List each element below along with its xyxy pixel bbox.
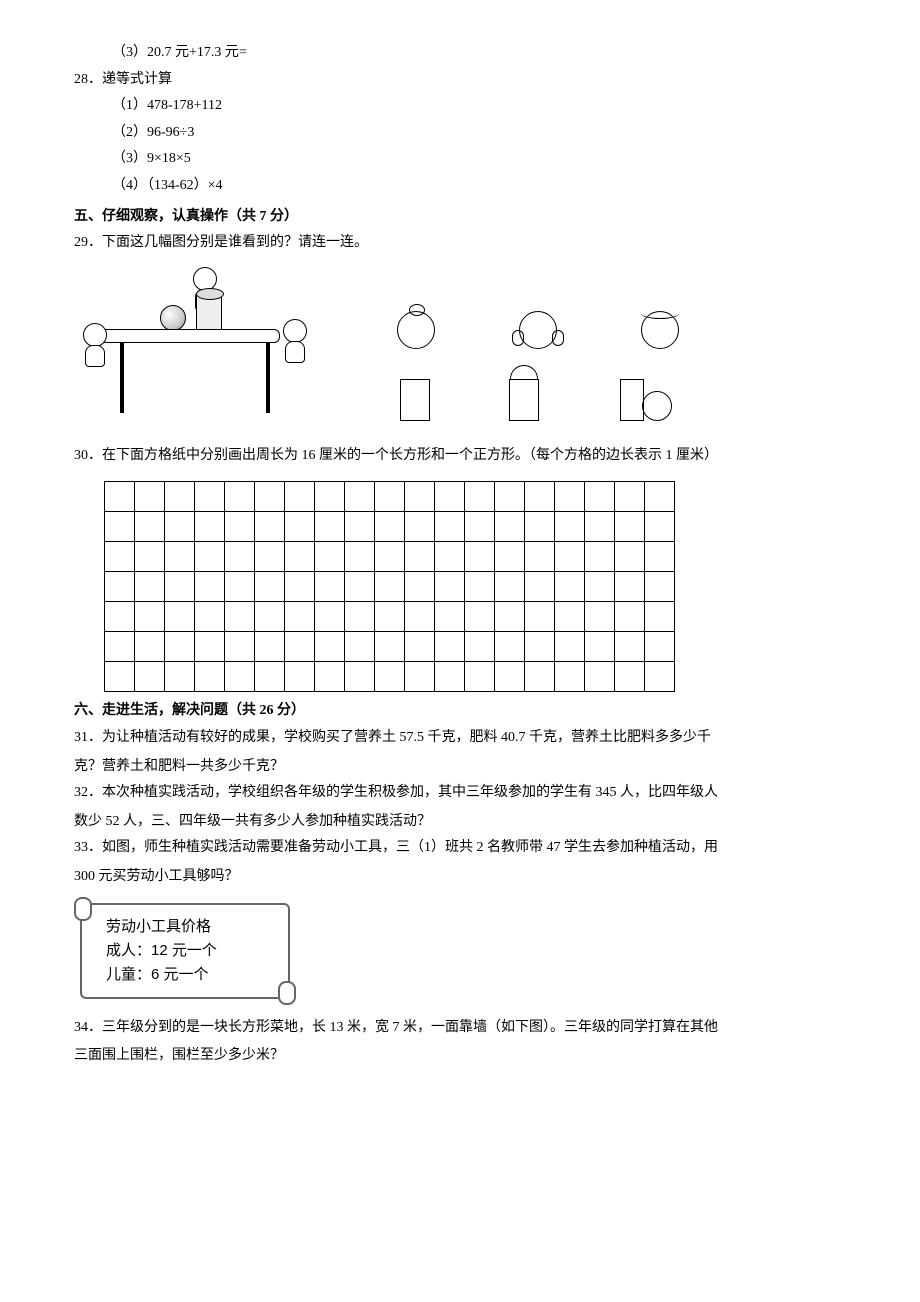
q32-text-1: 本次种植实践活动，学校组织各年级的学生积极参加，其中三年级参加的学生有 345 … <box>102 785 718 800</box>
shape-option-1-icon <box>400 379 430 421</box>
q29-num: 29． <box>74 235 102 250</box>
grid-paper <box>104 481 675 692</box>
child-left-icon <box>80 323 110 371</box>
scroll-child: 儿童：6 元一个 <box>106 963 270 987</box>
head-option-3-icon <box>634 311 686 357</box>
table-leg-icon <box>266 343 270 413</box>
q32-text-2: 数少 52 人，三、四年级一共有多少人参加种植实践活动？ <box>60 809 860 836</box>
q31-num: 31． <box>74 730 102 745</box>
q29-figure <box>60 271 860 421</box>
shape-option-2-icon <box>506 379 544 421</box>
q30-text: 在下面方格纸中分别画出周长为 16 厘米的一个长方形和一个正方形。（每个方格的边… <box>102 448 718 463</box>
section-6-title: 六、走进生活，解决问题（共 26 分） <box>60 698 860 725</box>
q34-text-1: 三年级分到的是一块长方形菜地，长 13 米，宽 7 米，一面靠墙（如下图）。三年… <box>102 1020 718 1035</box>
scroll-title: 劳动小工具价格 <box>106 915 270 939</box>
sphere-icon <box>160 305 186 331</box>
q31-text-2: 克？营养土和肥料一共多少千克？ <box>60 754 860 781</box>
q34-text-2: 三面围上围栏，围栏至少多少米？ <box>60 1043 860 1070</box>
q28-num: 28． <box>74 72 102 87</box>
q32-num: 32． <box>74 785 102 800</box>
table-top-icon <box>100 329 280 343</box>
scroll-adult: 成人：12 元一个 <box>106 939 270 963</box>
q29-text: 下面这几幅图分别是谁看到的？请连一连。 <box>102 235 368 250</box>
q29: 29．下面这几幅图分别是谁看到的？请连一连。 <box>60 230 860 257</box>
head-option-1-icon <box>390 311 442 357</box>
q29-options <box>340 311 686 421</box>
q30: 30．在下面方格纸中分别画出周长为 16 厘米的一个长方形和一个正方形。（每个方… <box>60 443 860 470</box>
shape-option-3-icon <box>620 379 672 421</box>
q31-text-1: 为让种植活动有较好的成果，学校购买了营养土 57.5 千克，肥料 40.7 千克… <box>102 730 711 745</box>
q33: 33．如图，师生种植实践活动需要准备劳动小工具，三（1）班共 2 名教师带 47… <box>60 835 860 862</box>
q30-num: 30． <box>74 448 102 463</box>
q28-item-2: （2）96-96÷3 <box>60 120 860 147</box>
q28-item-4: （4）（134-62）×4 <box>60 173 860 200</box>
price-scroll: 劳动小工具价格 成人：12 元一个 儿童：6 元一个 <box>80 903 290 999</box>
q33-text-2: 300 元买劳动小工具够吗？ <box>60 864 860 891</box>
head-option-2-icon <box>512 311 564 357</box>
q33-text-1: 如图，师生种植实践活动需要准备劳动小工具，三（1）班共 2 名教师带 47 学生… <box>102 840 718 855</box>
q28-title: 递等式计算 <box>102 72 172 87</box>
q27-sub3: （3）20.7 元+17.3 元= <box>60 40 860 67</box>
scene-table <box>80 271 300 421</box>
q31: 31．为让种植活动有较好的成果，学校购买了营养土 57.5 千克，肥料 40.7… <box>60 725 860 752</box>
q32: 32．本次种植实践活动，学校组织各年级的学生积极参加，其中三年级参加的学生有 3… <box>60 780 860 807</box>
q28: 28．递等式计算 <box>60 67 860 94</box>
q34: 34．三年级分到的是一块长方形菜地，长 13 米，宽 7 米，一面靠墙（如下图）… <box>60 1015 860 1042</box>
child-right-icon <box>280 319 310 367</box>
q34-num: 34． <box>74 1020 102 1035</box>
q28-item-3: （3）9×18×5 <box>60 146 860 173</box>
q33-num: 33． <box>74 840 102 855</box>
q28-item-1: （1）478-178+112 <box>60 93 860 120</box>
section-5-title: 五、仔细观察，认真操作（共 7 分） <box>60 204 860 231</box>
cylinder-icon <box>196 293 222 331</box>
table-leg-icon <box>120 343 124 413</box>
